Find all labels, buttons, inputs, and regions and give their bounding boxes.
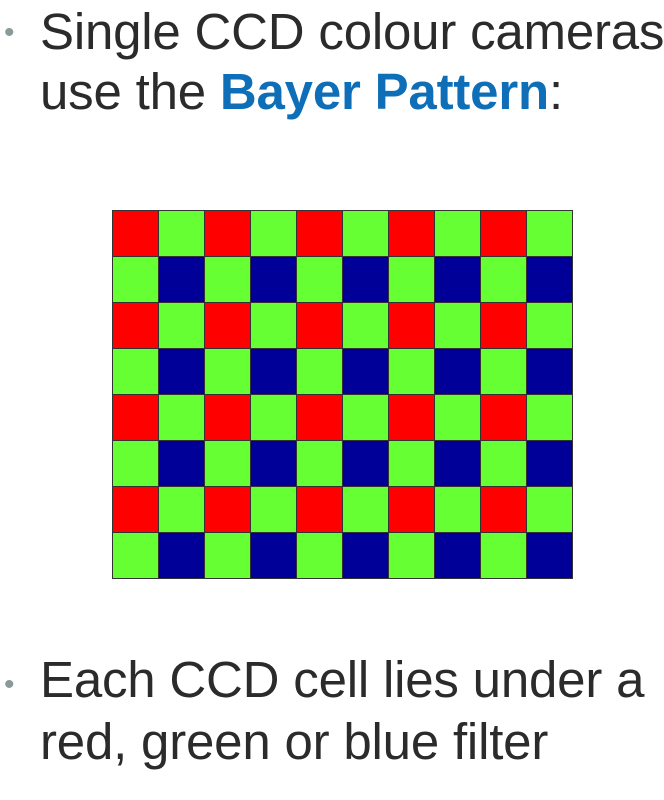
bullet-dot: •: [4, 16, 15, 49]
bayer-cell-green: [112, 440, 159, 487]
bayer-cell-green: [434, 210, 481, 257]
bayer-cell-green: [434, 302, 481, 349]
bayer-cell-red: [480, 210, 527, 257]
bayer-cell-green: [112, 348, 159, 395]
bayer-cell-green: [388, 532, 435, 579]
bayer-cell-green: [250, 486, 297, 533]
bayer-cell-green: [434, 486, 481, 533]
bayer-cell-blue: [434, 532, 481, 579]
bullet-text-segment: :: [548, 63, 563, 120]
bayer-cell-red: [480, 486, 527, 533]
bayer-cell-blue: [526, 348, 573, 395]
bayer-cell-green: [342, 302, 389, 349]
bayer-cell-green: [480, 440, 527, 487]
bayer-cell-green: [204, 532, 251, 579]
bayer-cell-red: [388, 486, 435, 533]
bayer-cell-red: [296, 302, 343, 349]
bayer-cell-green: [388, 440, 435, 487]
bayer-cell-blue: [526, 256, 573, 303]
bayer-cell-green: [296, 256, 343, 303]
bayer-cell-green: [204, 440, 251, 487]
bullet-text-line: use the Bayer Pattern:: [40, 62, 563, 122]
bayer-cell-red: [112, 394, 159, 441]
bayer-cell-blue: [526, 532, 573, 579]
bayer-cell-red: [296, 486, 343, 533]
bullet-item-bayer: • Single CCD colour cameras use the Baye…: [0, 0, 664, 130]
bayer-cell-red: [204, 210, 251, 257]
bullet-dot: •: [4, 668, 15, 701]
bayer-cell-green: [526, 302, 573, 349]
bayer-cell-red: [480, 394, 527, 441]
bayer-cell-green: [250, 302, 297, 349]
bayer-cell-blue: [250, 256, 297, 303]
bayer-cell-green: [526, 210, 573, 257]
bayer-cell-green: [158, 302, 205, 349]
bayer-cell-blue: [158, 256, 205, 303]
bullet-item-ccd-cell: • Each CCD cell lies under a red, green …: [0, 650, 664, 790]
bayer-cell-green: [204, 348, 251, 395]
bayer-cell-green: [158, 486, 205, 533]
bayer-pattern-diagram: [112, 210, 573, 579]
bayer-cell-green: [250, 394, 297, 441]
bayer-cell-green: [112, 532, 159, 579]
bayer-cell-green: [296, 532, 343, 579]
bayer-cell-blue: [434, 256, 481, 303]
bayer-cell-green: [158, 394, 205, 441]
bayer-cell-blue: [434, 348, 481, 395]
bayer-cell-red: [388, 302, 435, 349]
bayer-cell-blue: [342, 532, 389, 579]
bayer-cell-green: [388, 256, 435, 303]
bullet-text-line: Single CCD colour cameras: [40, 3, 664, 60]
bayer-cell-blue: [342, 256, 389, 303]
bayer-cell-green: [204, 256, 251, 303]
bayer-cell-blue: [434, 440, 481, 487]
bayer-cell-blue: [342, 348, 389, 395]
bayer-cell-green: [480, 532, 527, 579]
bayer-cell-red: [204, 486, 251, 533]
bayer-cell-red: [296, 210, 343, 257]
bayer-cell-blue: [158, 348, 205, 395]
bullet-text-line: Each CCD cell lies under a: [40, 651, 645, 708]
bullet-text-line: red, green or blue filter: [40, 713, 549, 770]
bayer-cell-red: [112, 486, 159, 533]
bayer-cell-green: [480, 348, 527, 395]
bayer-cell-green: [296, 348, 343, 395]
bayer-cell-green: [480, 256, 527, 303]
bayer-cell-red: [204, 394, 251, 441]
bayer-cell-green: [158, 210, 205, 257]
bayer-cell-green: [526, 486, 573, 533]
bayer-cell-red: [112, 210, 159, 257]
bayer-cell-green: [526, 394, 573, 441]
bayer-cell-red: [296, 394, 343, 441]
bayer-cell-red: [388, 394, 435, 441]
bayer-cell-green: [388, 348, 435, 395]
bayer-cell-green: [296, 440, 343, 487]
bayer-cell-green: [342, 394, 389, 441]
bayer-cell-blue: [250, 532, 297, 579]
bayer-cell-green: [250, 210, 297, 257]
bayer-cell-red: [204, 302, 251, 349]
bayer-cell-blue: [342, 440, 389, 487]
bayer-pattern-term: Bayer Pattern: [219, 63, 549, 120]
bullet-text-segment: use the: [40, 63, 220, 120]
bayer-cell-red: [388, 210, 435, 257]
bayer-cell-green: [112, 256, 159, 303]
bayer-cell-blue: [250, 440, 297, 487]
bayer-cell-blue: [158, 532, 205, 579]
bayer-cell-red: [480, 302, 527, 349]
bayer-cell-green: [342, 486, 389, 533]
bayer-cell-blue: [526, 440, 573, 487]
bayer-cell-blue: [158, 440, 205, 487]
bayer-cell-green: [342, 210, 389, 257]
bayer-cell-blue: [250, 348, 297, 395]
bayer-cell-red: [112, 302, 159, 349]
bayer-cell-green: [434, 394, 481, 441]
